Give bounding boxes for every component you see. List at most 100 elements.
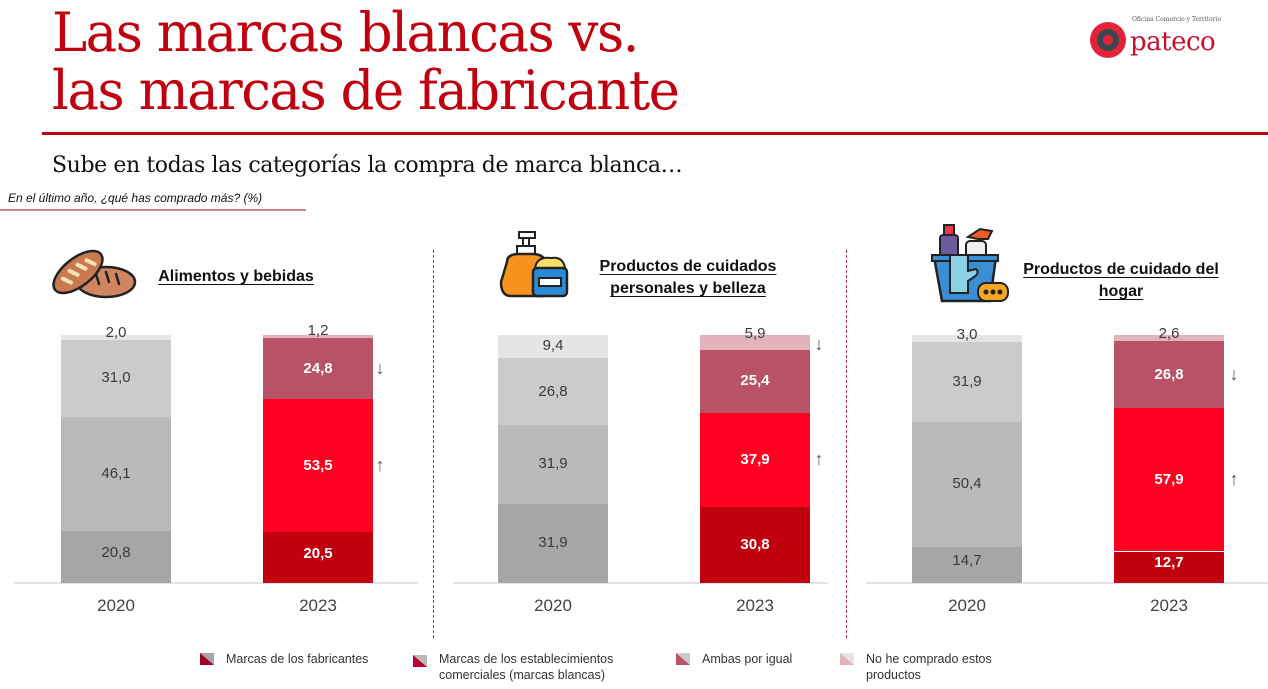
legend-swatch-icon bbox=[676, 653, 690, 665]
bar-segment-marcas-de-los-establecimientos-comerciales-marcas-blancas bbox=[263, 399, 373, 533]
arrow-up-icon: ↑ bbox=[375, 454, 385, 475]
data-label: 53,5 bbox=[303, 456, 333, 474]
arrow-down-icon: ↓ bbox=[1229, 363, 1239, 384]
x-tick-label: 2023 bbox=[1150, 596, 1188, 615]
legend-item-no-comprado: No he comprado estos productos bbox=[840, 651, 992, 683]
stacked-bar-2023 bbox=[263, 335, 373, 583]
panel-divider bbox=[433, 250, 434, 638]
data-label: 2,6 bbox=[1158, 325, 1180, 343]
x-axis-line bbox=[453, 582, 828, 584]
x-axis-line bbox=[14, 582, 418, 584]
data-label: 57,9 bbox=[1154, 470, 1184, 488]
data-label: 1,2 bbox=[307, 321, 329, 339]
bar-segment-no-he-comprado-estos-productos bbox=[1114, 335, 1224, 342]
data-label: 9,4 bbox=[542, 337, 564, 354]
bar-segment-marcas-de-los-establecimientos-comerciales-marcas-blancas bbox=[498, 424, 608, 504]
stacked-bar-2020 bbox=[61, 335, 171, 583]
bar-segment-marcas-de-los-fabricantes bbox=[61, 531, 171, 583]
pateco-logo: Oficina Comercio y Territorio pateco bbox=[1090, 16, 1260, 64]
legend-label: No he comprado estos bbox=[866, 652, 992, 666]
x-tick-label: 2023 bbox=[736, 596, 774, 615]
survey-question: En el último año, ¿qué has comprado más?… bbox=[8, 191, 263, 205]
data-label: 20,8 bbox=[101, 544, 131, 562]
panel-title-hogar: Productos de cuidado del hogar bbox=[1008, 259, 1234, 303]
title-underline bbox=[42, 132, 1268, 135]
page-title: Las marcas blancas vs. las marcas de fab… bbox=[52, 1, 680, 122]
legend-swatch-icon bbox=[200, 653, 214, 665]
x-tick-label: 2020 bbox=[948, 596, 986, 615]
bar-segment-marcas-de-los-fabricantes bbox=[498, 503, 608, 583]
lotion-cream-icon bbox=[499, 231, 569, 298]
bar-segment-no-he-comprado-estos-productos bbox=[263, 335, 373, 338]
x-axis-line bbox=[866, 582, 1268, 584]
bar-segment-ambas-por-igual bbox=[61, 339, 171, 417]
stacked-bar-2023 bbox=[1114, 335, 1224, 583]
bar-segment-no-he-comprado-estos-productos bbox=[61, 335, 171, 340]
x-tick-label: 2023 bbox=[299, 596, 337, 615]
panel-title-line-1: Productos de cuidados bbox=[599, 258, 777, 275]
legend-label: Ambas por igual bbox=[702, 652, 793, 666]
bar-segment-ambas-por-igual bbox=[498, 358, 608, 425]
legend-label: productos bbox=[866, 668, 921, 682]
data-label: 31,9 bbox=[538, 455, 568, 473]
bar-segment-no-he-comprado-estos-productos bbox=[912, 335, 1022, 343]
x-tick-label: 2020 bbox=[534, 596, 572, 615]
data-label: 14,7 bbox=[952, 551, 982, 569]
legend-swatch-icon bbox=[840, 653, 854, 665]
data-label: 31,9 bbox=[952, 372, 982, 390]
cleaning-bucket-icon bbox=[931, 224, 1009, 303]
legend-item-marcas-blancas: Marcas de los establecimientos comercial… bbox=[413, 651, 614, 683]
data-label: 30,8 bbox=[740, 535, 770, 553]
legend-label: Marcas de los fabricantes bbox=[226, 652, 369, 666]
data-label: 37,9 bbox=[740, 450, 770, 468]
arrow-down-icon: ↓ bbox=[814, 334, 824, 354]
panel-title-cuidados-personales: Productos de cuidados personales y belle… bbox=[584, 256, 792, 300]
bar-segment-marcas-de-los-establecimientos-comerciales-marcas-blancas bbox=[1114, 407, 1224, 552]
bar-segment-ambas-por-igual bbox=[912, 342, 1022, 422]
stacked-bar-2020 bbox=[912, 335, 1022, 583]
arrow-down-icon: ↓ bbox=[375, 357, 385, 378]
bar-segment-marcas-de-los-establecimientos-comerciales-marcas-blancas bbox=[700, 412, 810, 507]
arrow-up-icon: ↑ bbox=[814, 448, 824, 469]
legend-item-fabricantes: Marcas de los fabricantes bbox=[200, 651, 369, 667]
data-label: 12,7 bbox=[1154, 554, 1184, 572]
data-label: 25,4 bbox=[740, 372, 770, 390]
legend-label: comerciales (marcas blancas) bbox=[439, 668, 606, 682]
data-label: 2,0 bbox=[105, 323, 127, 341]
arrow-up-icon: ↑ bbox=[1229, 468, 1239, 489]
x-tick-label: 2020 bbox=[97, 596, 135, 615]
data-label: 20,5 bbox=[303, 544, 333, 562]
legend-item-ambas: Ambas por igual bbox=[676, 651, 793, 667]
question-underline bbox=[0, 209, 306, 211]
stacked-bar-2023 bbox=[700, 335, 810, 583]
legend-swatch-icon bbox=[413, 655, 427, 667]
data-label: 46,1 bbox=[101, 465, 131, 483]
bar-segment-no-he-comprado-estos-productos bbox=[700, 335, 810, 350]
panel-title-line-2: hogar bbox=[1098, 283, 1144, 300]
bar-segment-marcas-de-los-establecimientos-comerciales-marcas-blancas bbox=[912, 421, 1022, 547]
bar-segment-marcas-de-los-fabricantes bbox=[1114, 551, 1224, 583]
stacked-bar-2020 bbox=[498, 335, 608, 583]
panel-divider bbox=[846, 250, 847, 638]
data-label: 3,0 bbox=[956, 326, 978, 344]
bread-icon bbox=[52, 249, 137, 299]
logo-tagline: Oficina Comercio y Territorio bbox=[1132, 16, 1222, 23]
panel-title-line-1: Productos de cuidado del bbox=[1023, 261, 1219, 278]
target-ring-icon bbox=[1090, 22, 1126, 58]
data-label: 5,9 bbox=[744, 325, 766, 342]
title-line-2: las marcas de fabricante bbox=[52, 59, 680, 122]
page-subtitle: Sube en todas las categorías la compra d… bbox=[52, 153, 683, 178]
bar-segment-ambas-por-igual bbox=[1114, 341, 1224, 408]
data-label: 24,8 bbox=[303, 359, 333, 377]
data-label: 31,0 bbox=[101, 369, 131, 387]
title-line-1: Las marcas blancas vs. bbox=[52, 1, 639, 64]
bar-segment-marcas-de-los-fabricantes bbox=[263, 532, 373, 583]
data-label: 50,4 bbox=[952, 475, 982, 493]
panel-title-alimentos: Alimentos y bebidas bbox=[158, 268, 314, 285]
bar-segment-ambas-por-igual bbox=[263, 337, 373, 400]
legend-label: Marcas de los establecimientos bbox=[439, 652, 614, 666]
data-label: 26,8 bbox=[1154, 365, 1184, 383]
bar-segment-ambas-por-igual bbox=[700, 349, 810, 413]
bar-segment-marcas-de-los-fabricantes bbox=[912, 546, 1022, 583]
logo-name: pateco bbox=[1130, 27, 1216, 57]
